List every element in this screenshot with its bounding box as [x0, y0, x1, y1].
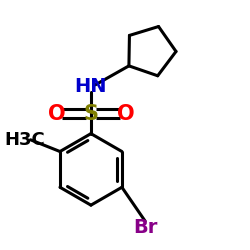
- Text: O: O: [48, 104, 65, 124]
- Text: S: S: [84, 104, 98, 124]
- Text: HN: HN: [75, 77, 107, 96]
- Text: Br: Br: [133, 218, 158, 237]
- Text: H3C: H3C: [4, 131, 45, 149]
- Text: O: O: [117, 104, 134, 124]
